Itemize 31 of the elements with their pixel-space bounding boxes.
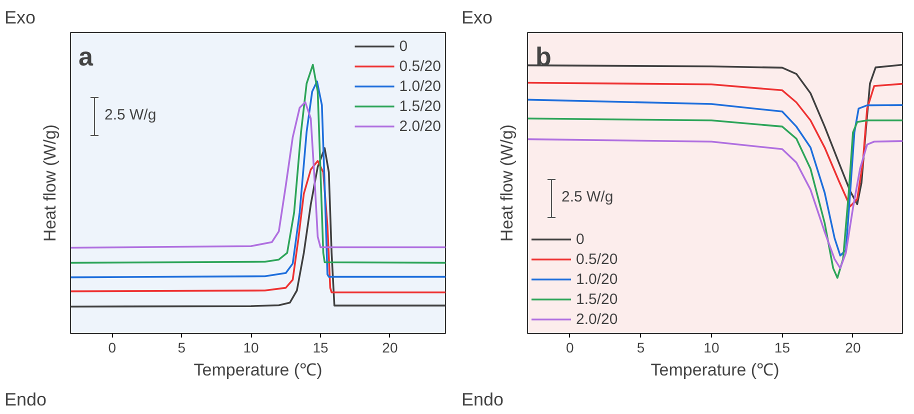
x-tick-label: 0 [566,340,574,356]
x-tick-label: 20 [382,340,398,356]
x-tick-label: 5 [636,340,645,356]
legend-label: 2.0/20 [399,118,441,134]
legend-label: 0.5/20 [399,58,441,74]
x-tick-label: 10 [704,340,720,356]
text: Exo [4,8,36,28]
legend-label: 1.0/20 [399,78,441,94]
text: Endo [462,390,504,410]
x-axis-title: Temperature (℃) [194,360,322,380]
x-tick-label: 15 [774,340,790,356]
annotation: 2.5 W/g [104,106,156,124]
annotation: 2.5 W/g [562,188,614,206]
text: Exo [462,8,493,28]
x-tick-label: 20 [845,340,861,356]
legend-label: 0 [576,230,586,248]
y-axis-title: Heat flow (W/g) [40,124,60,242]
x-tick-label: 5 [178,340,186,356]
legend-label: 1.5/20 [399,98,441,114]
x-axis-title: Temperature (℃) [650,360,780,380]
text: Endo [4,390,47,410]
legend-label: 0 [399,38,409,54]
legend-label: 0.5/20 [576,250,618,268]
legend-label: 1.5/20 [576,290,618,308]
x-tick-label: 15 [312,340,328,356]
legend-label: 1.0/20 [576,270,618,288]
legend-label: 2.0/20 [576,310,618,328]
chart-title: a [78,42,94,72]
y-axis-title: Heat flow (W/g) [498,124,516,242]
x-tick-label: 0 [108,340,116,356]
x-tick-label: 10 [243,340,260,356]
